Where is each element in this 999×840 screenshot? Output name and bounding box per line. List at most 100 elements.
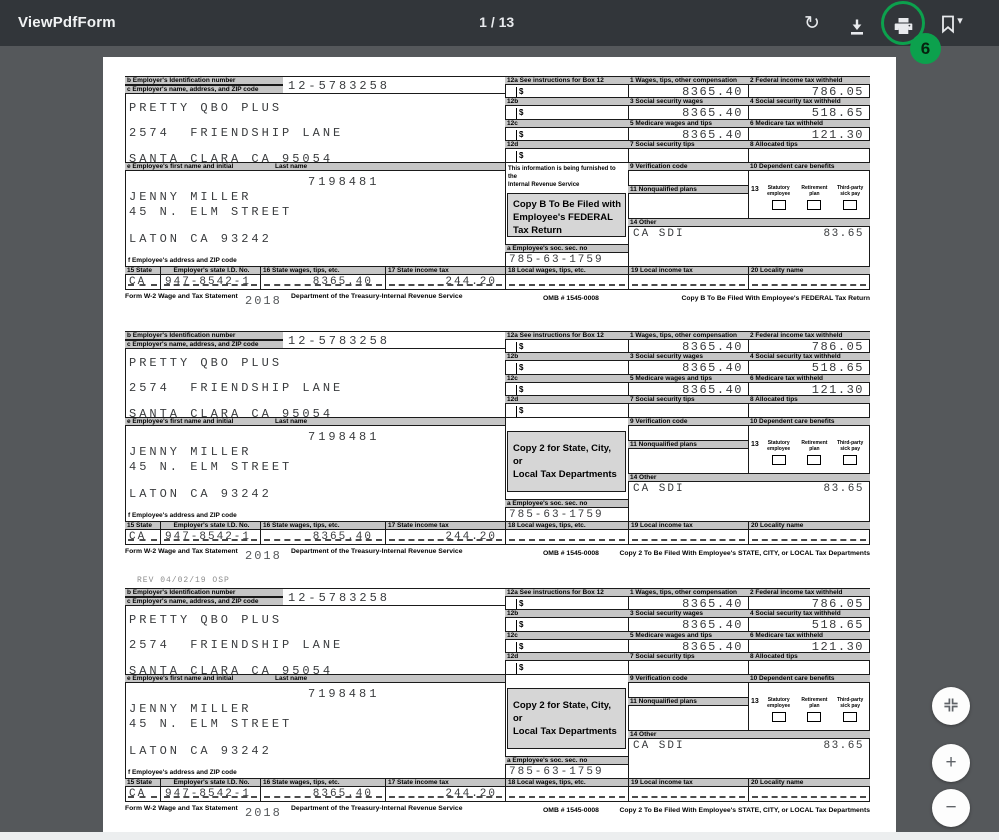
dept-label: Department of the Treasury-Internal Reve…: [291, 805, 463, 812]
box-e-label: e Employee's first name and initial Last…: [125, 162, 505, 171]
third-party-sick-pay-group: Third-party sick pay: [832, 440, 868, 473]
box-c-label: c Employer's name, address, and ZIP code: [125, 85, 283, 94]
state-wages-cell: 8365.40: [260, 530, 385, 545]
box-1-label: 1 Wages, tips, other compensation: [628, 331, 748, 340]
box-12c-label: 12c: [505, 119, 628, 128]
state-tax-cell: 244.20: [385, 787, 505, 802]
state-cell: CA: [125, 787, 160, 802]
box-16-label: 16 State wages, tips, etc.: [260, 521, 385, 530]
box-12b-dollar: $: [516, 620, 523, 631]
download-button[interactable]: [841, 8, 873, 40]
ein-value: 12-5783258: [288, 334, 391, 348]
box-1-value: 8365.40: [682, 597, 743, 611]
box-4-label: 4 Social security tax withheld: [748, 97, 870, 106]
box-12a-dollar: $: [516, 599, 523, 610]
dash-line: [509, 539, 625, 541]
retirement-plan-label: Retirement plan: [801, 440, 828, 452]
horizontal-scrollbar[interactable]: [0, 832, 999, 840]
state-id-label: Employer's state I.D. No.: [160, 266, 260, 275]
ssn-value: 785-63-1759: [509, 254, 604, 266]
box-12c-dollar: $: [516, 385, 523, 396]
form-name: Form W-2 Wage and Tax Statement: [125, 805, 238, 812]
dash-line: [632, 796, 745, 798]
box-12a-dollar: $: [516, 342, 523, 353]
zoom-out-button[interactable]: −: [932, 789, 970, 827]
statutory-employee-checkbox: [771, 455, 786, 465]
employee-name: JENNY MILLER: [129, 702, 252, 716]
control-number: 7198481: [308, 687, 380, 701]
dash-line: [264, 284, 382, 286]
box-13-label: 13: [751, 186, 759, 193]
state-value: CA: [129, 276, 147, 288]
box-2-label: 2 Federal income tax withheld: [748, 331, 870, 340]
bookmark-icon: [942, 15, 955, 34]
box-9-label: 9 Verification code: [628, 162, 748, 171]
box-14-amount: 83.65: [823, 228, 864, 240]
local-tax-cell: [628, 530, 748, 545]
dash-line: [632, 284, 745, 286]
dash-line: [752, 796, 866, 798]
last-name-label: Last name: [275, 418, 308, 425]
box-6-label: 6 Medicare tax withheld: [748, 631, 870, 640]
box-12-bottom-line: [505, 674, 628, 675]
state-tax-value: 244.20: [445, 531, 497, 543]
employer-street: 2574 FRIENDSHIP LANE: [129, 638, 344, 652]
state-id-label: Employer's state I.D. No.: [160, 521, 260, 530]
box-4-value: 518.65: [811, 361, 864, 375]
pdf-page: b Employer's Identification number c Emp…: [103, 57, 896, 833]
form-name: Form W-2 Wage and Tax Statement: [125, 293, 238, 300]
state-id-value: 947-8542-1: [165, 276, 252, 288]
middle-divider: [505, 331, 506, 545]
form-border-right: [869, 588, 870, 802]
dash-line: [632, 539, 745, 541]
state-wages-value: 8365.40: [312, 531, 373, 543]
box-9-label: 9 Verification code: [628, 674, 748, 683]
employer-street: 2574 FRIENDSHIP LANE: [129, 381, 344, 395]
box-12d-label: 12d: [505, 652, 628, 661]
dash-line: [509, 796, 625, 798]
rotate-icon[interactable]: ↻: [796, 8, 828, 40]
dash-line: [752, 539, 866, 541]
box-13-label: 13: [751, 698, 759, 705]
dash-line: [164, 284, 257, 286]
state-tax-value: 244.20: [445, 788, 497, 800]
retirement-plan-label: Retirement plan: [801, 185, 828, 197]
state-wages-cell: 8365.40: [260, 275, 385, 290]
w2-form: b Employer's Identification number c Emp…: [125, 76, 870, 308]
retirement-plan-group: Retirement plan: [797, 440, 833, 473]
employee-name: JENNY MILLER: [129, 445, 252, 459]
dash-line: [128, 284, 157, 286]
statutory-employee-checkbox: [771, 712, 786, 722]
box-12c-label: 12c: [505, 631, 628, 640]
box-5-label: 5 Medicare wages and tips: [628, 631, 748, 640]
box-e-text: e Employee's first name and initial: [127, 675, 234, 682]
plus-icon: +: [945, 752, 957, 773]
state-tax-value: 244.20: [445, 276, 497, 288]
page-indicator: 1 / 13: [479, 14, 515, 30]
box-2-value: 786.05: [811, 340, 864, 354]
print-button[interactable]: [887, 8, 919, 40]
box-14-text: CA SDI: [633, 228, 685, 240]
state-wages-cell: 8365.40: [260, 787, 385, 802]
copy-box: Copy B To Be Filed with Employee's FEDER…: [507, 193, 626, 237]
copy-footer: Copy 2 To Be Filed With Employee's STATE…: [619, 807, 870, 814]
box-12d-dollar: $: [516, 406, 523, 417]
dash-line: [389, 796, 502, 798]
box-e-text: e Employee's first name and initial: [127, 163, 234, 170]
retirement-plan-group: Retirement plan: [797, 697, 833, 730]
third-party-sick-pay-label: Third-party sick pay: [836, 440, 864, 452]
ssn-value: 785-63-1759: [509, 766, 604, 778]
ein-value: 12-5783258: [288, 591, 391, 605]
fit-to-page-button[interactable]: [932, 687, 970, 725]
locality-cell: [748, 275, 869, 290]
control-number: 7198481: [308, 430, 380, 444]
bookmark-button[interactable]: ▾: [928, 8, 974, 40]
box-6-label: 6 Medicare tax withheld: [748, 374, 870, 383]
box-1-label: 1 Wages, tips, other compensation: [628, 76, 748, 85]
dept-label: Department of the Treasury-Internal Reve…: [291, 293, 463, 300]
last-name-label: Last name: [275, 675, 308, 682]
box-14-text: CA SDI: [633, 483, 685, 495]
statutory-employee-checkbox: [771, 200, 786, 210]
zoom-in-button[interactable]: +: [932, 744, 970, 782]
employer-name: PRETTY QBO PLUS: [129, 356, 283, 370]
